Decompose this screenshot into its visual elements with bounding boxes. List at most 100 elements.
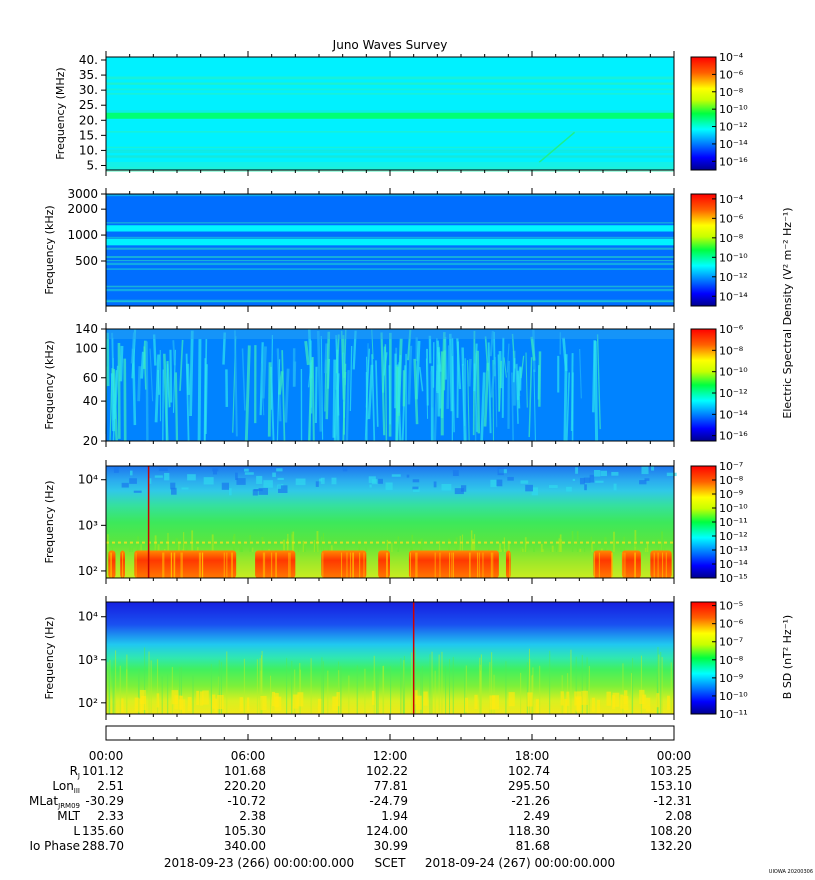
dash [448,541,451,544]
colorbar-tick-label: 10⁻⁴ [719,51,744,64]
dash [400,541,403,544]
emission-streak [593,341,599,442]
noise-speck [490,479,497,488]
emission-streak [308,361,312,388]
noise-speck [276,468,283,472]
colorbar-tick-label: 10⁻¹¹ [719,516,748,529]
emission-streak [340,330,345,400]
low-freq-burst [297,692,304,707]
low-freq-burst [247,697,250,712]
noise-speck [583,477,591,483]
ephemeris-value: 2.38 [239,809,266,823]
colorbar-tick-label: 10⁻¹² [719,387,748,400]
ephemeris-table: RJ 101.12 101.68 102.22 102.74 103.25 LonIII 2.… [29,764,692,853]
emission-streak [324,343,329,374]
drifting-emission [538,131,576,164]
noise-speck [641,466,649,475]
ephemeris-value: 77.81 [374,779,408,793]
colorbar-tick-label: 10⁻⁸ [719,344,744,357]
noise-speck [454,488,464,495]
emission-streak [166,361,170,408]
noise-speck [600,470,607,477]
dash [490,541,493,544]
emission-streak [261,346,267,399]
y-tick-label: 20. [79,113,98,127]
noise-band [106,299,674,302]
noise-speck [295,478,306,486]
low-freq-burst [656,693,660,708]
colorbar-4 [690,465,717,579]
y-tick-label: 5. [87,158,98,172]
dash [424,541,427,544]
dash [460,541,463,544]
dash [154,541,157,544]
dash [292,541,295,544]
noise-speck [412,479,420,483]
low-freq-burst [642,694,647,709]
dash [532,541,535,544]
noise-speck [548,485,558,489]
noise-band [106,268,674,270]
dash [496,541,499,544]
ephemeris-value: -12.31 [653,794,692,808]
noise-speck [252,489,258,496]
ephemeris-label: MLatJRM09 [29,794,80,810]
low-freq-burst [535,699,539,714]
y-tick-label: 40 [83,394,98,408]
emission-streak [367,364,374,420]
panel-1: 5.10.15.20.25.30.35.40. Frequency (MHz) 10… [54,51,748,176]
colorbar-tick-label: 10⁻⁸ [719,654,744,667]
dash [244,541,247,544]
emission-streak [418,366,424,392]
emission-streak [483,362,490,427]
low-freq-burst [371,690,375,705]
emission-streak [566,372,570,442]
noise-speck [412,486,419,490]
noise-speck [133,490,142,493]
time-label: 12:00 [373,749,408,763]
time-label: 18:00 [515,749,550,763]
noise-speck [154,475,163,478]
low-freq-burst [667,695,670,710]
dash [520,541,523,544]
emission-streak [395,362,401,442]
emission-streak [284,368,290,423]
ephemeris-label-sub: III [74,787,80,795]
colorbar-tick-label: 10⁻⁸ [719,232,744,245]
low-freq-burst [332,696,338,711]
y-tick-label: 15. [79,128,98,142]
intense-block [255,550,296,578]
ephemeris-value: -24.79 [369,794,408,808]
panel-4: 10² 10³ 10⁴ Frequency (Hz) 10⁻⁷10⁻⁸10⁻⁹10⁻¹⁰… [43,460,748,585]
y-tick-label: 30. [79,83,98,97]
dash [280,541,283,544]
emission-streak [143,346,147,390]
noise-speck [181,487,189,490]
intense-block [593,550,613,578]
ephemeris-label-sub: JRM09 [57,802,80,810]
dash [454,541,457,544]
dash [172,541,175,544]
ephemeris-value: 103.25 [650,764,692,778]
noise-speck [277,477,284,481]
noise-speck [244,468,249,472]
low-freq-burst [415,695,422,710]
noise-speck [507,476,514,481]
emission-streak [172,349,176,413]
emission-streak [197,339,202,442]
emission-streak [487,342,492,434]
low-freq-burst [138,698,143,713]
dash [634,541,637,544]
emission-streak [345,370,350,442]
noise-band [106,146,674,149]
emission-streak [320,335,324,440]
noise-band [106,300,674,303]
low-freq-burst [492,695,499,710]
colorbar-tick-label: 10⁻¹⁰ [719,690,748,703]
ephemeris-value: 2.08 [665,809,692,823]
ephemeris-value: 81.68 [516,839,550,853]
emission-streak [342,371,347,442]
dash [556,541,559,544]
emission-streak [233,330,238,437]
y-tick-label: 35. [79,68,98,82]
